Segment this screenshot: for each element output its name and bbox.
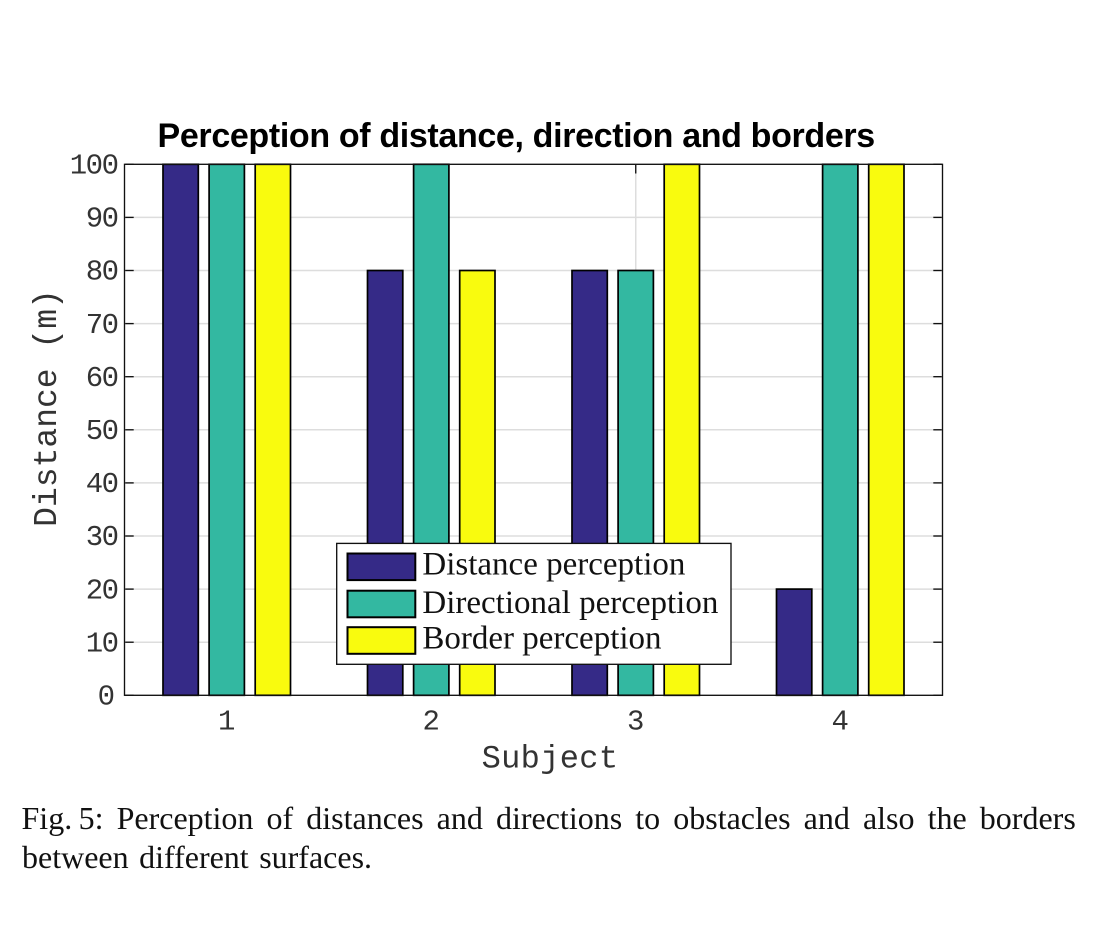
svg-text:80: 80 bbox=[86, 256, 118, 289]
svg-text:3: 3 bbox=[627, 706, 644, 739]
svg-text:1: 1 bbox=[218, 706, 235, 739]
svg-text:Distance (m): Distance (m) bbox=[29, 289, 66, 527]
svg-text:2: 2 bbox=[423, 706, 440, 739]
svg-text:Subject: Subject bbox=[482, 741, 619, 778]
svg-text:4: 4 bbox=[832, 706, 849, 739]
svg-text:Directional perception: Directional perception bbox=[422, 585, 718, 621]
svg-text:Border perception: Border perception bbox=[422, 620, 661, 656]
svg-text:Perception of distance, direct: Perception of distance, direction and bo… bbox=[158, 117, 875, 155]
svg-text:10: 10 bbox=[86, 627, 118, 660]
svg-text:50: 50 bbox=[86, 415, 118, 448]
svg-text:20: 20 bbox=[86, 574, 118, 607]
svg-text:60: 60 bbox=[86, 362, 118, 395]
svg-text:100: 100 bbox=[70, 150, 118, 183]
svg-text:90: 90 bbox=[86, 203, 118, 236]
svg-text:0: 0 bbox=[98, 681, 114, 714]
svg-text:40: 40 bbox=[86, 468, 118, 501]
svg-text:70: 70 bbox=[86, 309, 118, 342]
svg-text:30: 30 bbox=[86, 521, 118, 554]
svg-text:Distance perception: Distance perception bbox=[422, 547, 685, 583]
